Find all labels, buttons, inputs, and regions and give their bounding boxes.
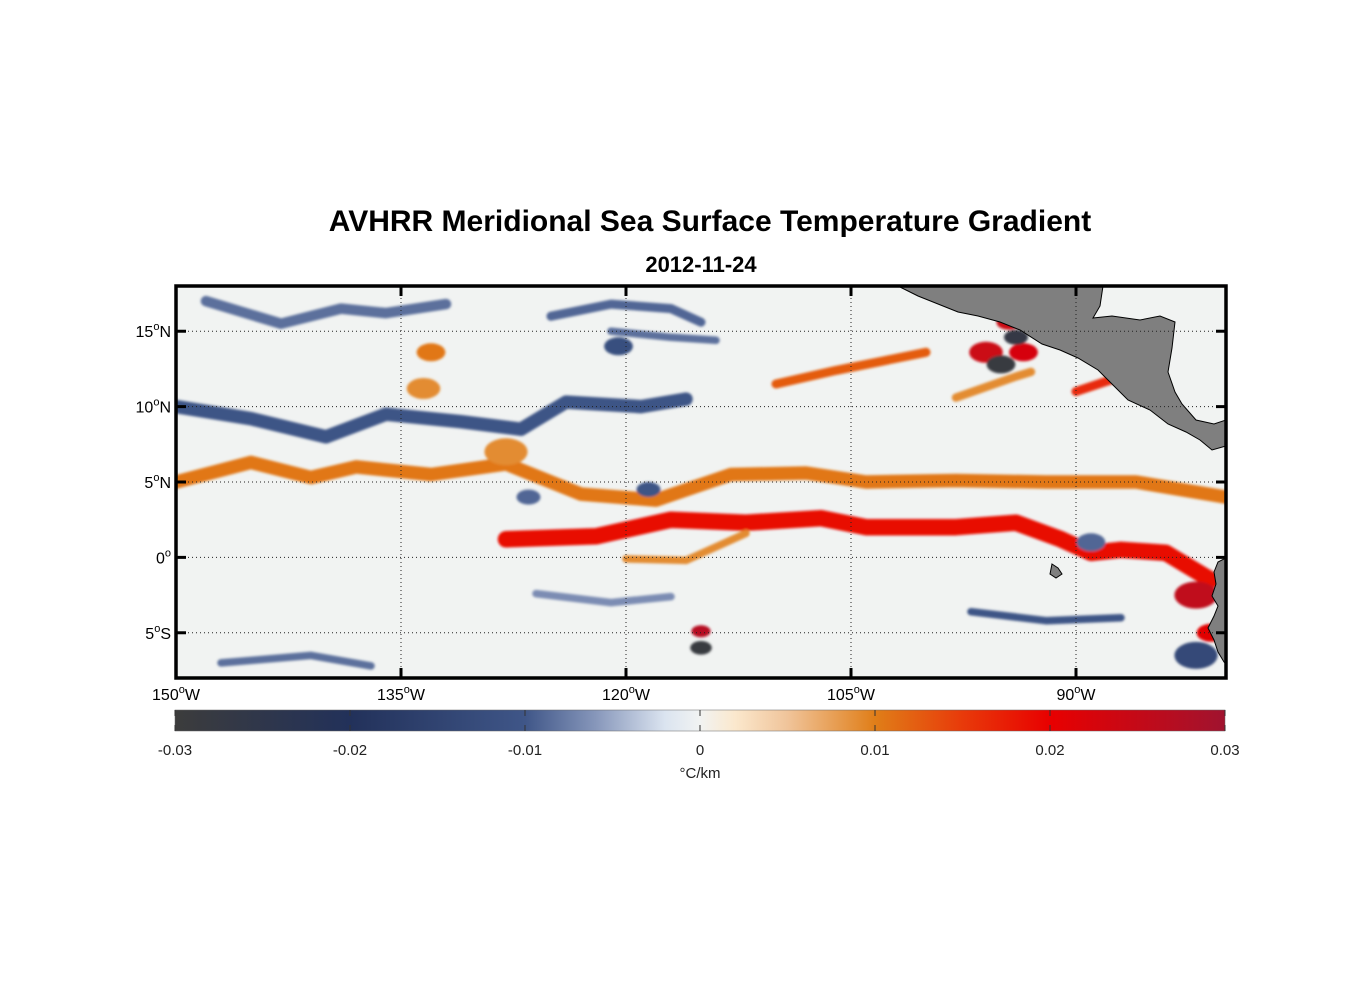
- lat-tick-label: 15oN: [136, 321, 171, 341]
- colorbar-tick-label: 0.01: [860, 742, 889, 759]
- warm-front-4: [622, 529, 750, 565]
- land-layer: [897, 286, 1226, 665]
- lat-tick-label: 5oS: [145, 623, 171, 643]
- cold-front-21: [967, 607, 1125, 625]
- warm-front-2: [771, 347, 931, 389]
- map-subtitle: 2012-11-24: [645, 252, 757, 277]
- cold-front-18: [607, 327, 720, 345]
- graticule: [176, 286, 1226, 678]
- cold-front-28: [1076, 533, 1106, 552]
- cold-front-27: [636, 482, 661, 497]
- cold-front-19: [532, 589, 675, 607]
- south-america-landmass: [1207, 557, 1226, 665]
- colorbar-tick-label: -0.02: [333, 742, 367, 759]
- warm-front-10: [1009, 343, 1038, 362]
- cold-front-15: [176, 392, 693, 444]
- cold-front-20: [217, 651, 375, 670]
- lon-tick-label: 120oW: [602, 684, 651, 704]
- galapagos-island: [1049, 563, 1063, 579]
- colorbar-units-label: °C/km: [680, 765, 721, 782]
- cold-front-16: [200, 295, 452, 329]
- map-frame: [174, 284, 1228, 680]
- cold-front-17: [546, 299, 706, 327]
- cold-front-26: [516, 489, 541, 505]
- warm-front-1: [497, 509, 1220, 589]
- cold-front-23: [1004, 329, 1028, 345]
- lon-tick-label: 90oW: [1056, 684, 1096, 704]
- colorbar-tick-label: -0.03: [158, 742, 192, 759]
- lat-tick-label: 10oN: [136, 397, 171, 417]
- warm-front-12: [691, 625, 711, 638]
- warm-front-8: [484, 438, 528, 466]
- colorbar-tick-label: -0.01: [508, 742, 542, 759]
- warm-front-3: [951, 367, 1036, 402]
- warm-front-13: [1174, 581, 1218, 609]
- cold-front-22: [986, 355, 1016, 374]
- warm-front-6: [416, 343, 446, 362]
- cold-front-25: [604, 337, 633, 356]
- colorbar-tick-label: 0.03: [1210, 742, 1239, 759]
- colorbar-tick-label: 0.02: [1035, 742, 1064, 759]
- lat-tick-label: 0o: [156, 547, 171, 567]
- cold-front-24: [690, 641, 712, 655]
- lon-tick-label: 135oW: [377, 684, 426, 704]
- colorbar-ticks: -0.03 -0.02 -0.01 0 0.01 0.02 0.03: [158, 710, 1240, 759]
- lat-tick-label: 5oN: [144, 472, 171, 492]
- warm-front-7: [406, 378, 441, 399]
- colorbar-tick-label: 0: [696, 742, 704, 759]
- map-title: AVHRR Meridional Sea Surface Temperature…: [328, 205, 1092, 238]
- cold-front-29: [1174, 641, 1218, 669]
- central-america-landmass: [897, 286, 1226, 451]
- lon-tick-label: 150oW: [152, 684, 201, 704]
- axis-tick-labels: 150oW 135oW 120oW 105oW 90oW 15oN 10oN 5oN 0o 5oS: [136, 321, 1097, 704]
- lon-tick-label: 105oW: [827, 684, 876, 704]
